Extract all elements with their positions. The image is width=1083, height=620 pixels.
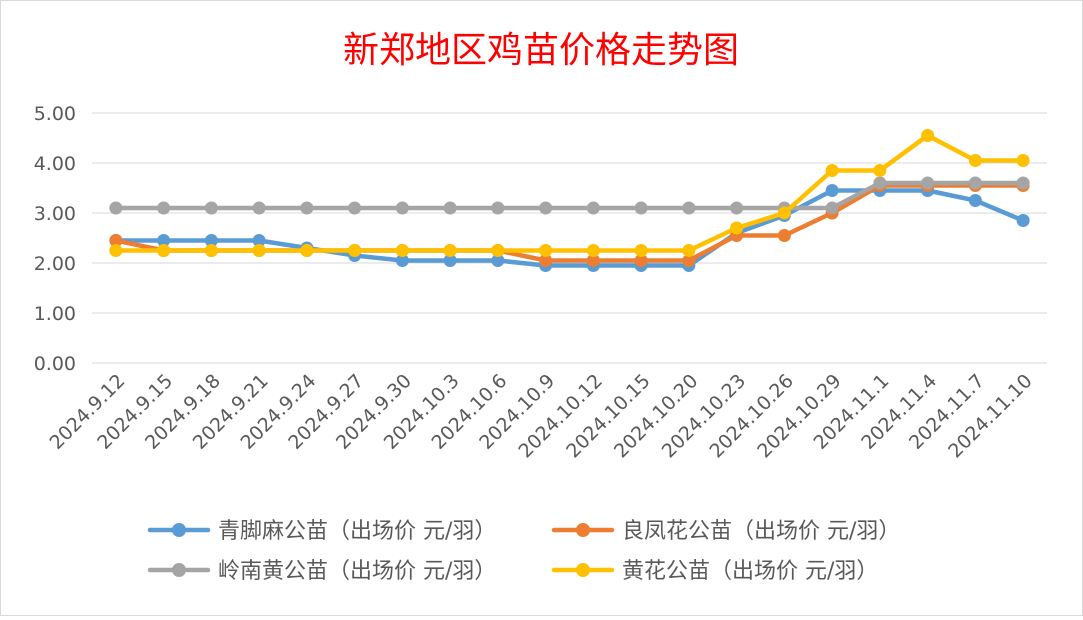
data-point [777,206,791,220]
grid [92,112,1047,364]
data-point [252,234,266,247]
data-point [491,254,505,267]
data-point [634,244,648,257]
data-point [1016,154,1030,167]
data-point [157,234,171,247]
data-point [491,201,505,215]
y-tick-label: 3.00 [34,203,76,225]
data-point [586,244,600,257]
data-point [825,164,839,177]
legend-marker [172,563,186,577]
legend-label: 黄花公苗（出场价 元/羽） [622,559,878,584]
y-tick-label: 5.00 [34,103,76,125]
legend-marker [172,523,186,537]
series-4 [109,129,1030,257]
data-point [873,176,887,190]
data-point [443,254,457,267]
data-point [443,244,457,257]
data-point [109,234,123,247]
data-point [109,201,123,215]
legend-label: 良凤花公苗（出场价 元/羽） [622,519,900,544]
data-point [109,244,123,257]
data-point [539,201,553,215]
legend-label: 岭南黄公苗（出场价 元/羽） [218,559,496,584]
series-line [113,133,1026,253]
data-point [348,201,362,215]
legend-marker [576,563,590,577]
legend-item: 良凤花公苗（出场价 元/羽） [551,519,900,544]
chart-title: 新郑地区鸡苗价格走势图 [343,30,739,71]
data-point [539,254,553,267]
legend-item: 岭南黄公苗（出场价 元/羽） [147,559,496,584]
series-line [113,180,1026,211]
data-point [1016,214,1030,227]
data-point [968,154,982,167]
y-tick-label: 0.00 [34,353,76,375]
data-point [634,201,648,215]
data-point [395,201,409,215]
y-tick-label: 4.00 [34,153,76,175]
data-point [682,244,696,257]
data-point [634,254,648,267]
data-point [825,201,839,215]
data-point [300,201,314,215]
series-3 [109,176,1030,215]
data-point [968,194,982,207]
data-point [491,244,505,257]
data-point [777,229,791,242]
data-point [968,176,982,190]
data-point [204,244,218,257]
legend: 青脚麻公苗（出场价 元/羽） 良凤花公苗（出场价 元/羽） 岭南黄公苗（出场价 元/… [147,519,900,584]
y-tick-label: 1.00 [34,303,76,325]
data-point [300,244,314,257]
series-group [109,129,1030,272]
legend-label: 青脚麻公苗（出场价 元/羽） [218,519,496,544]
data-point [730,221,744,235]
legend-item: 黄花公苗（出场价 元/羽） [551,559,878,584]
data-point [825,184,839,197]
data-point [586,254,600,267]
data-point [586,201,600,215]
data-point [204,201,218,215]
data-point [1016,176,1030,190]
y-axis: 0.00 1.00 2.00 3.00 4.00 5.00 [34,103,76,375]
data-point [682,201,696,215]
data-point [395,244,409,257]
legend-marker [576,523,590,537]
data-point [157,244,171,257]
data-point [157,201,171,215]
data-point [730,201,744,215]
y-tick-label: 2.00 [34,253,76,275]
data-point [252,201,266,215]
data-point [682,254,696,267]
data-point [443,201,457,215]
data-point [873,164,887,177]
data-point [921,129,935,142]
data-point [539,244,553,257]
data-point [348,244,362,257]
data-point [395,254,409,267]
legend-item: 青脚麻公苗（出场价 元/羽） [147,519,496,544]
data-point [204,234,218,247]
data-point [921,176,935,190]
data-point [252,244,266,257]
